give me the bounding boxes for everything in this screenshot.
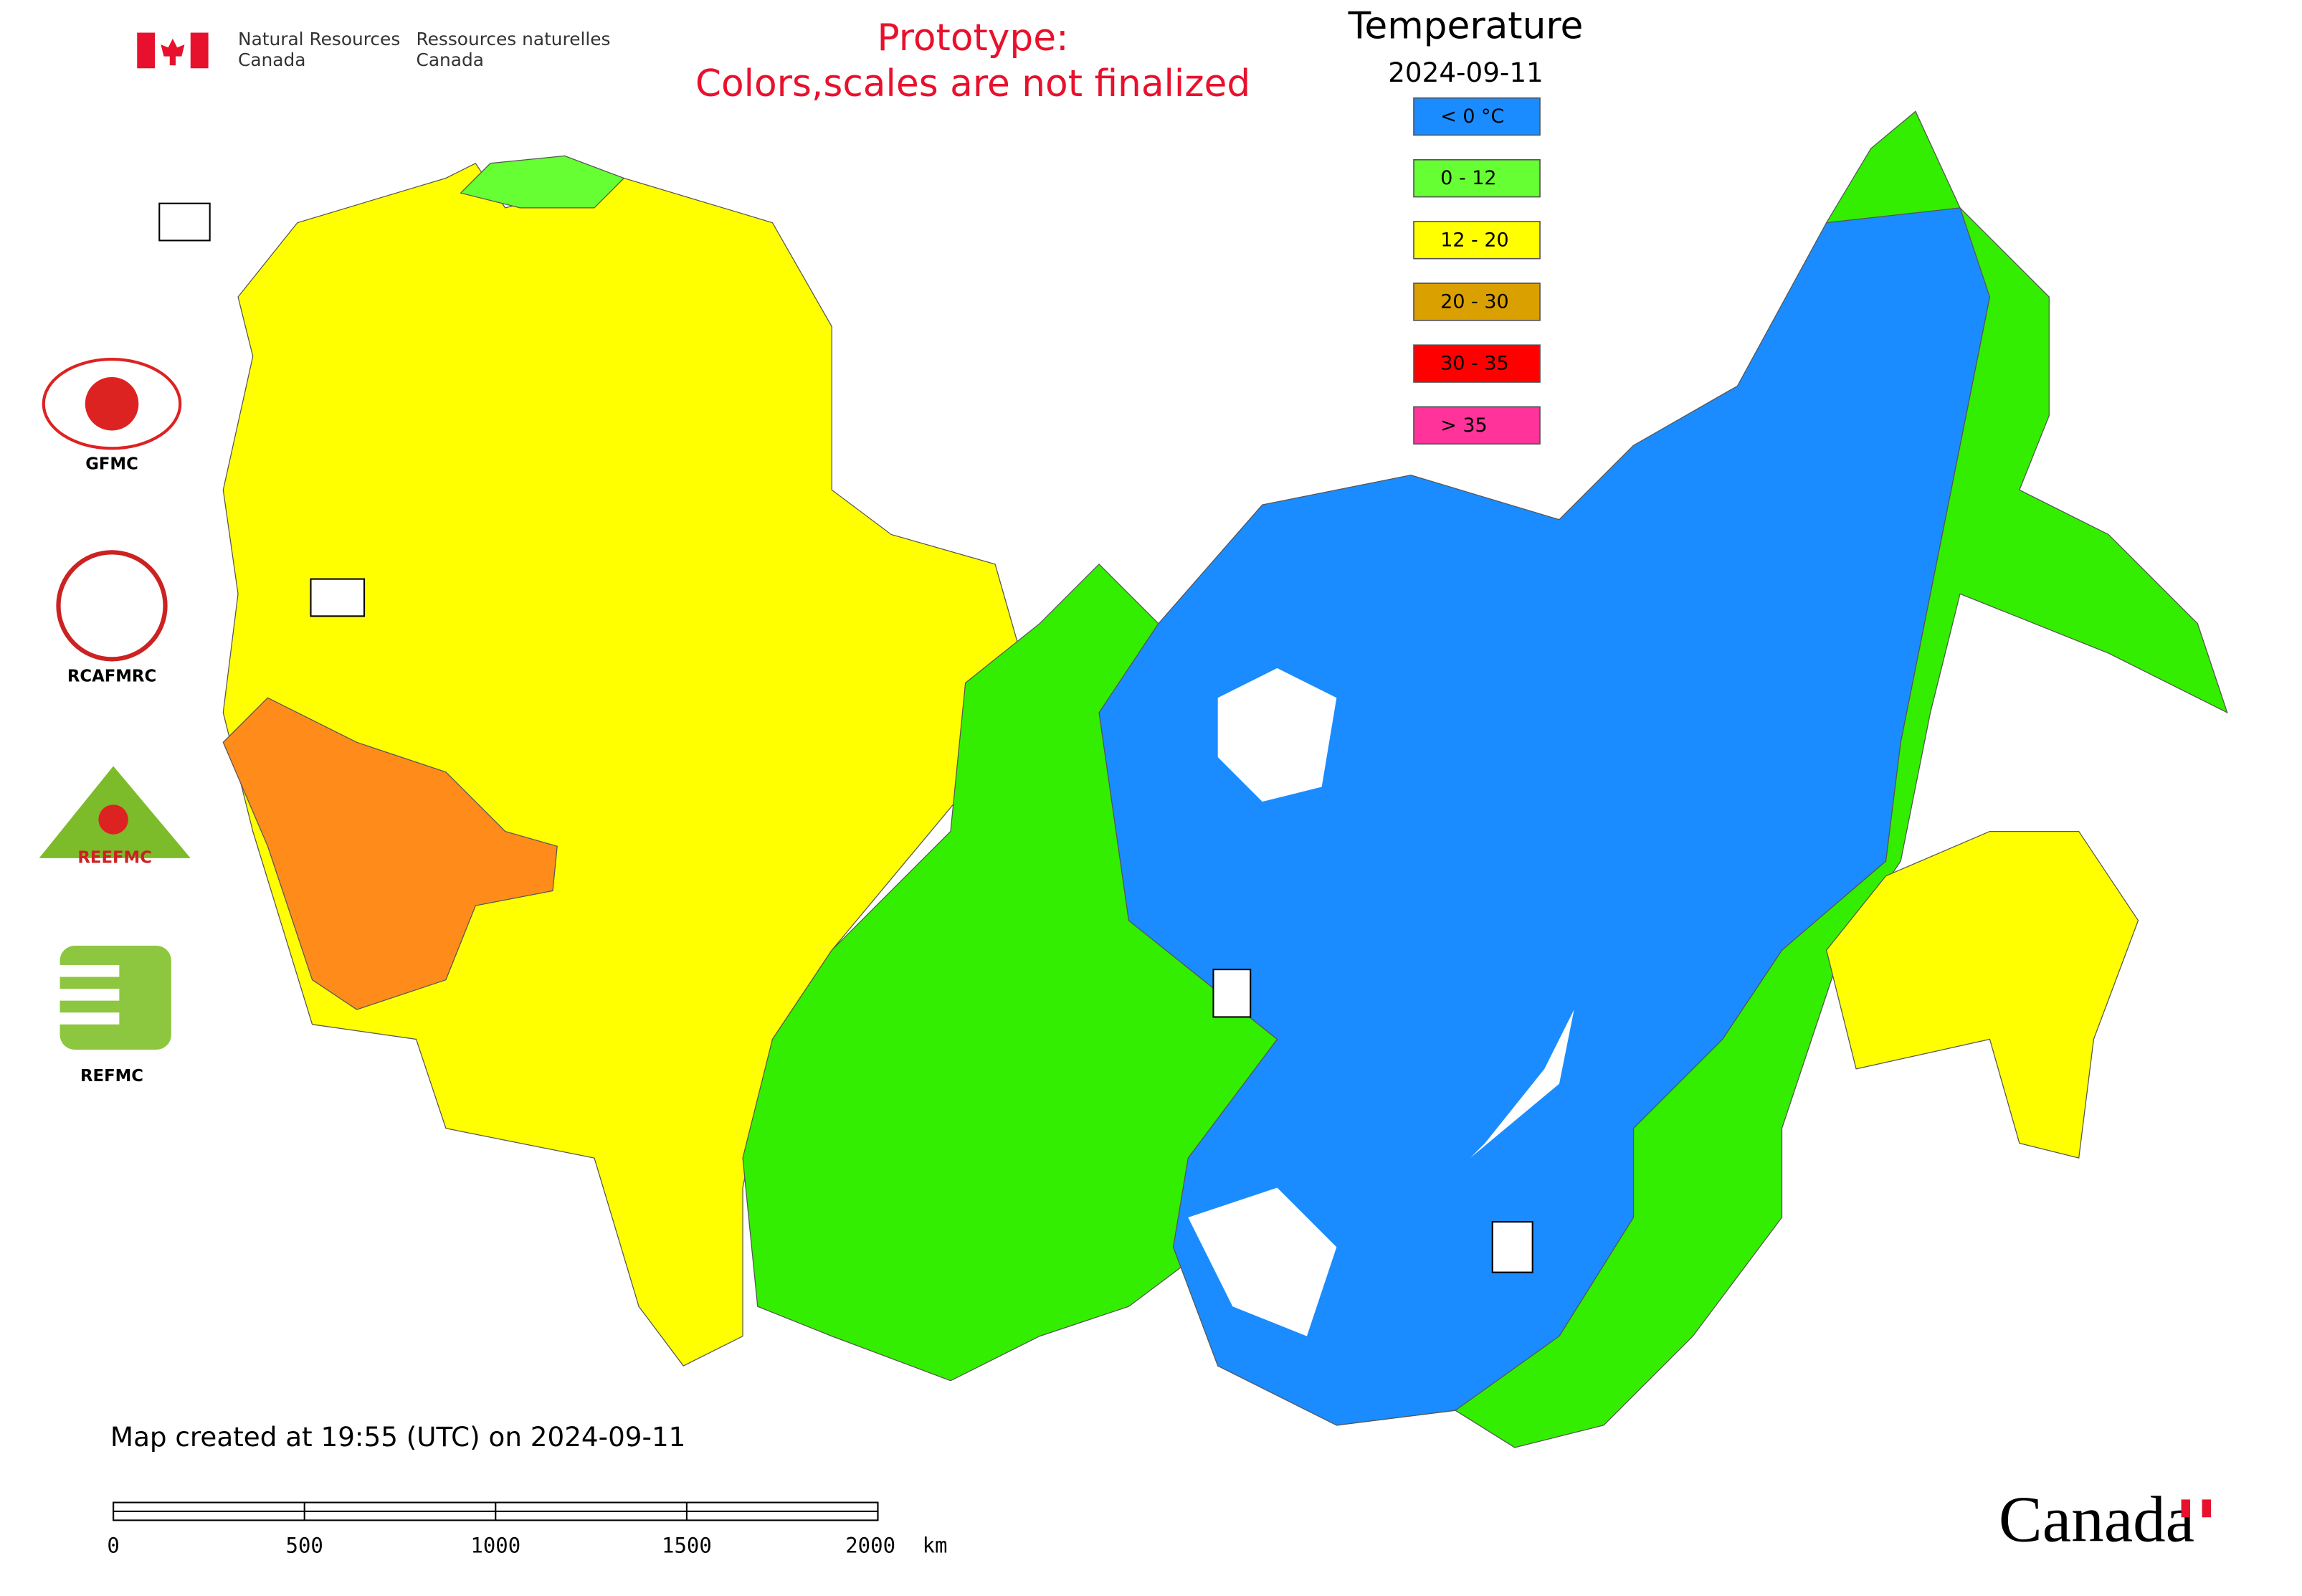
logo-rcafmrc: [56, 550, 168, 662]
legend-swatch: [1413, 221, 1541, 260]
legend-swatch: [1413, 406, 1541, 445]
scale-label: 1500: [662, 1534, 712, 1558]
logo-gfmc: [42, 358, 182, 450]
region-siberia: [1098, 207, 1991, 1426]
agency-fr: Canada: [417, 49, 484, 70]
canada-wordmark: Canada: [1999, 1483, 2194, 1556]
legend: < 0 °C 0 - 12 12 - 20 20 - 30 30 - 35 > 35: [1413, 97, 1541, 445]
wordmark-flag: [2202, 1499, 2211, 1518]
agency-en: Natural Resources: [238, 29, 400, 49]
legend-date: 2024-09-11: [1388, 57, 1544, 88]
legend-swatch: [1413, 282, 1541, 321]
created-note: Map created at 19:55 (UTC) on 2024-09-11: [110, 1421, 685, 1453]
map-logos: [158, 202, 1533, 1273]
scale-bar: 0 500 1000 1500 2000 km: [107, 1501, 948, 1558]
region-scandinavia: [460, 155, 625, 209]
legend-swatch: [1413, 158, 1541, 198]
prototype-notice: Prototype:: [877, 16, 1068, 60]
snow-patch: [1217, 668, 1337, 802]
snow-patch: [1188, 1187, 1337, 1336]
logo-refmc: [60, 946, 171, 1050]
logo-label: REFMC: [80, 1067, 143, 1086]
scale-label: 2000: [845, 1534, 895, 1558]
map-regions: [222, 110, 2228, 1448]
scale-label: 1000: [470, 1534, 520, 1558]
scale-label: 0: [107, 1534, 119, 1558]
legend-title: Temperature: [1348, 4, 1584, 47]
region-far-east: [1825, 830, 2139, 1159]
agency-fr: Ressources naturelles: [417, 29, 611, 49]
logo-reefmc: [39, 766, 191, 858]
agency-en: Canada: [238, 49, 305, 70]
legend-swatch: [1413, 97, 1541, 136]
prototype-notice: Colors,scales are not finalized: [695, 62, 1250, 105]
logo-text: REEFMC: [77, 848, 152, 867]
region-southwest: [222, 697, 558, 1010]
scale-label: 500: [286, 1534, 323, 1558]
legend-swatch: [1413, 344, 1541, 383]
lake: [1470, 1010, 1574, 1159]
wordmark-flag: [2181, 1499, 2190, 1518]
legend-label: 12 - 20: [1440, 229, 1508, 251]
legend-label: < 0 °C: [1440, 105, 1504, 128]
legend-label: 30 - 35: [1440, 353, 1508, 375]
legend-label: 20 - 30: [1440, 291, 1508, 313]
logo-label: GFMC: [85, 455, 138, 474]
logo-label: RCAFMRC: [67, 668, 156, 686]
legend-label: 0 - 12: [1440, 167, 1496, 189]
scale-unit: km: [923, 1534, 948, 1558]
legend-label: > 35: [1440, 414, 1487, 437]
canada-flag: [137, 32, 209, 69]
